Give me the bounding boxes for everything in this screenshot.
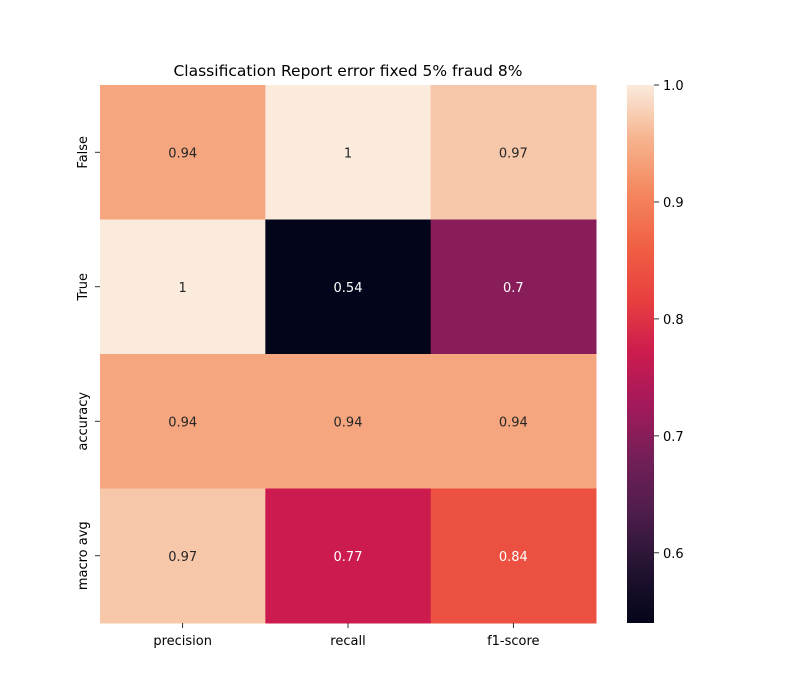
x-tick-label: precision [153, 634, 212, 649]
cell-value-label: 0.97 [168, 550, 197, 565]
cell-value-label: 1 [179, 281, 187, 296]
heatmap-cell [100, 85, 266, 220]
heatmap-cell [430, 85, 597, 220]
y-tick-label: False [76, 136, 91, 169]
y-tick-label: accuracy [76, 392, 91, 451]
colorbar-tick-label: 0.7 [663, 430, 684, 445]
heatmap-cells: 0.94 1 0.97 1 0.54 0.7 0.94 0.94 0.94 0.97 0.77 0.8… [100, 85, 597, 624]
heatmap-cell [100, 219, 266, 355]
cell-value-label: 0.94 [499, 415, 528, 430]
colorbar: 0.6 0.7 0.8 0.9 1.0 [627, 79, 684, 623]
x-axis: precision recall f1-score [153, 623, 540, 649]
cell-value-label: 0.77 [334, 550, 363, 565]
colorbar-gradient [627, 85, 654, 623]
x-tick-label: f1-score [487, 634, 539, 649]
heatmap-cell [265, 354, 432, 489]
cell-value-label: 0.97 [499, 146, 528, 161]
heatmap-cell [430, 219, 597, 355]
colorbar-tick-label: 0.9 [663, 196, 684, 211]
cell-value-label: 0.94 [334, 415, 363, 430]
heatmap-cell [265, 85, 432, 220]
cell-value-label: 0.84 [499, 550, 528, 565]
heatmap-cell [430, 488, 597, 624]
heatmap-cell [265, 488, 432, 624]
y-tick-label: macro avg [76, 521, 91, 590]
heatmap-cell [100, 488, 266, 624]
cell-value-label: 0.54 [334, 281, 363, 296]
colorbar-tick-label: 0.6 [663, 547, 684, 562]
colorbar-tick-label: 1.0 [663, 79, 684, 94]
chart-title: Classification Report error fixed 5% fra… [173, 62, 522, 80]
colorbar-tick-label: 0.8 [663, 313, 684, 328]
y-axis: False True accuracy macro avg [76, 136, 100, 590]
cell-value-label: 1 [344, 146, 352, 161]
cell-value-label: 0.7 [503, 281, 524, 296]
cell-value-label: 0.94 [168, 146, 197, 161]
y-tick-label: True [76, 273, 91, 302]
heatmap-cell [100, 354, 266, 489]
x-tick-label: recall [330, 634, 365, 649]
cell-value-label: 0.94 [168, 415, 197, 430]
colorbar-ticks: 0.6 0.7 0.8 0.9 1.0 [654, 79, 684, 562]
heatmap-cell [430, 354, 597, 489]
heatmap-cell [265, 219, 432, 355]
